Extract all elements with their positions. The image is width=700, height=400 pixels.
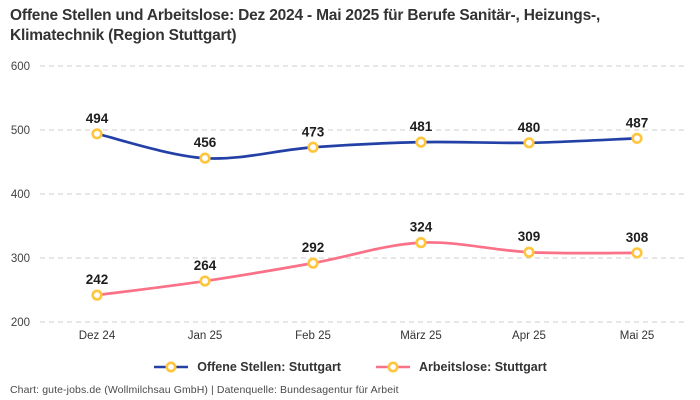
x-axis-tick-label: Mai 25 xyxy=(620,330,655,342)
data-point-label: 242 xyxy=(86,272,109,287)
data-point-marker[interactable] xyxy=(199,275,211,287)
data-point-label: 487 xyxy=(626,115,649,130)
data-point-label: 324 xyxy=(410,220,433,235)
plot-area: 200 300 400 500 600 Dez 24 Jan 25 Feb 25 März 25… xyxy=(0,50,700,345)
chart-svg: 200 300 400 500 600 Dez 24 Jan 25 Feb 25 März 25… xyxy=(11,61,687,342)
data-point-label: 308 xyxy=(626,230,649,245)
legend-label-offene-stellen: Offene Stellen: Stuttgart xyxy=(197,360,341,374)
line-marker-icon xyxy=(375,361,410,373)
data-point-label: 494 xyxy=(86,111,109,126)
data-point-marker[interactable] xyxy=(91,128,103,140)
source-credit: Chart: gute-jobs.de (Wollmilchsau GmbH) … xyxy=(10,384,399,396)
data-point-marker[interactable] xyxy=(631,247,643,259)
y-axis-tick-label: 400 xyxy=(11,189,30,201)
x-axis-tick-label: Feb 25 xyxy=(295,330,331,342)
chart-title: Offene Stellen und Arbeitslose: Dez 2024… xyxy=(10,7,601,45)
y-axis-tick-label: 300 xyxy=(11,253,30,265)
data-point-label: 292 xyxy=(302,240,325,255)
data-point-marker[interactable] xyxy=(523,246,535,258)
x-axis-tick-label: Apr 25 xyxy=(512,330,546,342)
line-marker-icon xyxy=(154,361,189,373)
data-point-label: 481 xyxy=(410,119,433,134)
series-line xyxy=(95,241,639,297)
data-point-marker[interactable] xyxy=(415,237,427,249)
data-point-label: 473 xyxy=(302,124,325,139)
data-point-marker[interactable] xyxy=(307,141,319,153)
series-line xyxy=(95,132,639,160)
data-point-marker[interactable] xyxy=(307,257,319,269)
data-point-marker[interactable] xyxy=(91,289,103,301)
x-axis-tick-label: Jan 25 xyxy=(188,330,223,342)
data-point-marker[interactable] xyxy=(415,136,427,148)
legend-item-offene-stellen[interactable]: Offene Stellen: Stuttgart xyxy=(153,360,341,374)
data-point-label: 309 xyxy=(518,229,541,244)
legend-item-arbeitslose[interactable]: Arbeitslose: Stuttgart xyxy=(375,360,547,374)
y-axis-tick-label: 500 xyxy=(11,125,30,137)
x-axis-tick-label: Dez 24 xyxy=(79,330,116,342)
x-axis-tick-label: März 25 xyxy=(400,330,442,342)
data-point-marker[interactable] xyxy=(523,137,535,149)
data-point-label: 480 xyxy=(518,120,541,135)
data-point-marker[interactable] xyxy=(199,152,211,164)
legend-label-arbeitslose: Arbeitslose: Stuttgart xyxy=(418,360,547,374)
data-point-label: 264 xyxy=(194,258,217,273)
data-point-marker[interactable] xyxy=(631,132,643,144)
y-axis-tick-label: 200 xyxy=(11,317,30,329)
data-point-label: 456 xyxy=(194,135,217,150)
legend: Offene Stellen: Stuttgart Arbeitslose: S… xyxy=(0,356,700,378)
y-axis-tick-label: 600 xyxy=(11,61,30,73)
